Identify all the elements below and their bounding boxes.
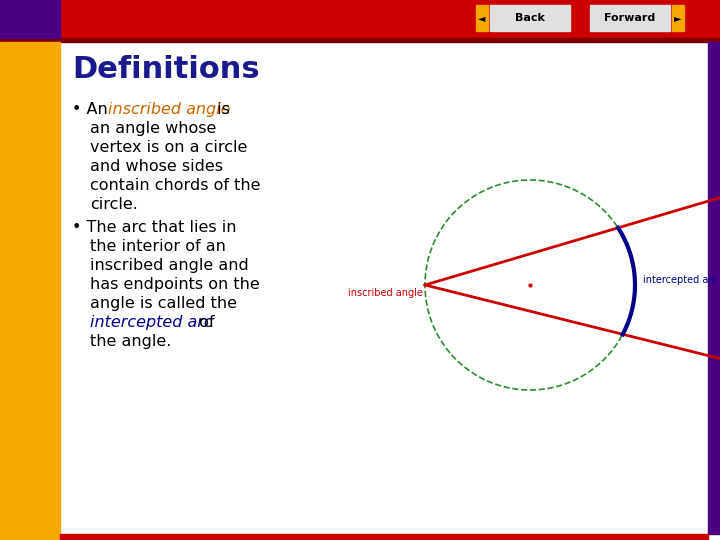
Bar	[0, 0, 60, 38]
Bar	[490, 5, 570, 31]
Text: intercepted arc: intercepted arc	[90, 315, 212, 330]
Bar	[0, 42, 60, 540]
Text: the angle.: the angle.	[90, 334, 171, 349]
Text: vertex is on a circle: vertex is on a circle	[90, 140, 248, 155]
Bar	[672, 5, 684, 31]
Text: is: is	[212, 102, 230, 117]
Text: has endpoints on the: has endpoints on the	[90, 277, 260, 292]
Bar	[476, 5, 488, 31]
Text: Back: Back	[515, 13, 545, 23]
Text: angle is called the: angle is called the	[90, 296, 237, 311]
Text: inscribed angle and: inscribed angle and	[90, 258, 248, 273]
Bar	[708, 42, 720, 534]
Text: circle.: circle.	[90, 197, 138, 212]
Bar	[590, 5, 670, 31]
Text: inscribed angle: inscribed angle	[108, 102, 230, 117]
Text: Forward: Forward	[604, 13, 656, 23]
Text: of: of	[194, 315, 215, 330]
Text: the interior of an: the interior of an	[90, 239, 226, 254]
Text: ◄: ◄	[478, 13, 486, 23]
Text: ►: ►	[674, 13, 682, 23]
Text: inscribed angle: inscribed angle	[348, 288, 423, 298]
Text: Definitions: Definitions	[72, 55, 260, 84]
Text: an angle whose: an angle whose	[90, 121, 217, 136]
Bar	[0, 38, 720, 42]
Bar	[0, 0, 720, 38]
Text: and whose sides: and whose sides	[90, 159, 223, 174]
Text: • An: • An	[72, 102, 113, 117]
Bar	[60, 534, 708, 540]
Text: intercepted arc: intercepted arc	[643, 275, 717, 286]
Text: contain chords of the: contain chords of the	[90, 178, 261, 193]
Text: • The arc that lies in: • The arc that lies in	[72, 220, 236, 235]
